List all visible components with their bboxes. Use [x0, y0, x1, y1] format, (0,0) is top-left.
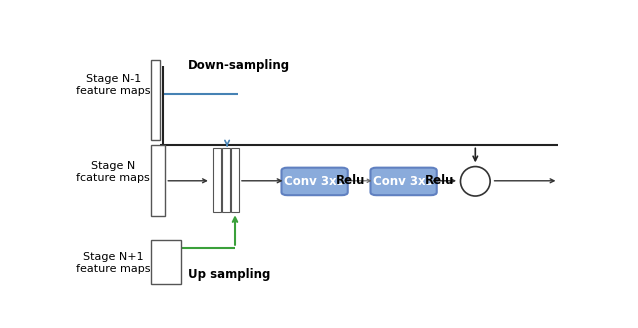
- Text: Up sampling: Up sampling: [188, 268, 270, 281]
- Text: Conv 3x3: Conv 3x3: [285, 175, 345, 188]
- Text: Relu: Relu: [425, 174, 454, 187]
- Text: Stage N
fcature maps: Stage N fcature maps: [77, 161, 150, 183]
- Bar: [213, 148, 221, 212]
- Text: Stage N-1
feature maps: Stage N-1 feature maps: [76, 74, 151, 96]
- Text: Conv 3x3: Conv 3x3: [373, 175, 434, 188]
- Text: Stage N+1
feature maps: Stage N+1 feature maps: [76, 252, 151, 274]
- Bar: [151, 240, 181, 284]
- FancyBboxPatch shape: [281, 168, 348, 195]
- Bar: [231, 148, 239, 212]
- Bar: [222, 148, 230, 212]
- Text: Relu: Relu: [336, 174, 366, 187]
- Bar: [151, 145, 165, 216]
- Bar: [151, 60, 160, 140]
- FancyBboxPatch shape: [371, 168, 437, 195]
- Text: Down-sampling: Down-sampling: [188, 59, 290, 72]
